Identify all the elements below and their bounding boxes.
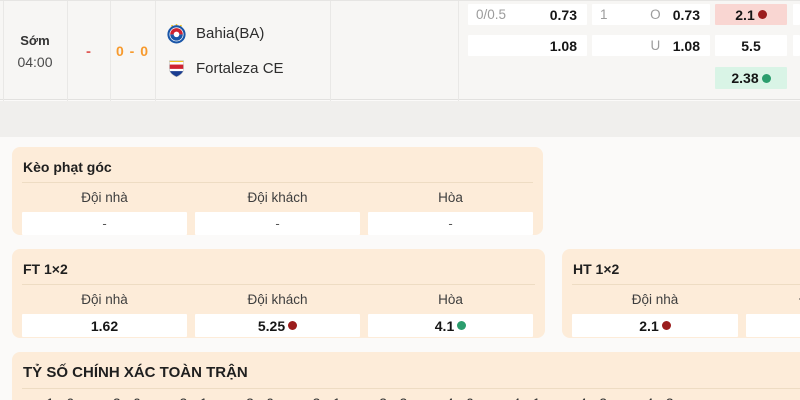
header-home: Đội nhà (81, 292, 128, 307)
under-odds-cell[interactable]: U 1.08 (592, 35, 710, 56)
home-team-logo-icon (166, 23, 187, 44)
over-odds-value: 0.73 (672, 6, 700, 23)
score-option[interactable]: 3 - 0 (227, 395, 294, 400)
panel-title: HT 1×2 (572, 258, 800, 285)
under-label: U (650, 38, 661, 53)
section-divider (0, 101, 800, 137)
panel-title: Kèo phạt góc (22, 156, 533, 183)
corner-home-odds[interactable]: - (22, 212, 187, 235)
odds-value: 2.38 (731, 70, 759, 86)
match-row: Sớm 04:00 - 0 - 0 Bahia(BA) (0, 0, 800, 101)
value-row: 2.1 (572, 314, 800, 337)
match-stage-label: Sớm (20, 32, 50, 48)
red-dot-indicator-icon (757, 10, 767, 19)
ft-home-odds[interactable]: 1.62 (22, 314, 187, 337)
green-dot-indicator-icon (761, 73, 771, 83)
score-option[interactable]: 2 - 0 (94, 395, 161, 400)
column-divider (155, 1, 156, 101)
ft-draw-odds[interactable]: 4.1 (368, 314, 533, 337)
value-row: 1.62 5.25 4.1 (22, 314, 535, 337)
match-time: Sớm 04:00 (3, 1, 67, 101)
header-draw: Hòa (438, 190, 463, 205)
ht-away-odds[interactable] (746, 314, 800, 337)
column-divider (110, 1, 111, 101)
header-row: Đội nhà Đội khách (572, 292, 800, 307)
ft-1x2-panel: FT 1×2 Đội nhà Đội khách Hòa 1.62 5.25 4… (12, 249, 545, 338)
ft-away-odds[interactable]: 5.25 (195, 314, 360, 337)
header-away: Đội khách (247, 190, 308, 205)
odds-cell-clipped[interactable] (793, 4, 800, 25)
column-divider (458, 1, 459, 101)
odds-value: 2.1 (735, 6, 755, 23)
header-draw: Hòa (438, 292, 463, 307)
handicap-odds-value: 1.08 (549, 37, 577, 54)
column-divider (330, 1, 331, 101)
ht-home-odds[interactable]: 2.1 (572, 314, 738, 337)
score-option[interactable]: 4 - 1 (493, 395, 560, 400)
under-odds-value: 1.08 (672, 37, 700, 54)
score-option[interactable]: 4 - 0 (427, 395, 494, 400)
odds-value: 2.1 (639, 317, 659, 334)
home-team-name: Bahia(BA) (196, 25, 265, 42)
away-team-name: Fortaleza CE (196, 60, 284, 77)
away-team-logo-icon (166, 58, 187, 79)
teams-column: Bahia(BA) F (166, 1, 326, 101)
score-option[interactable]: 3 - 1 (293, 395, 360, 400)
header-row: Đội nhà Đội khách Hòa (22, 190, 533, 205)
handicap-odds-value: 0.73 (549, 6, 577, 23)
score-option[interactable]: 3 - 2 (360, 395, 427, 400)
odds-cell-clipped[interactable] (793, 35, 800, 56)
score-option[interactable]: 1 - 0 (27, 395, 94, 400)
corner-odds-panel: Kèo phạt góc Đội nhà Đội khách Hòa - - - (12, 147, 543, 235)
corner-away-odds[interactable]: - (195, 212, 360, 235)
odds-value: 4.1 (434, 317, 455, 334)
header-away: Đội khách (746, 292, 800, 307)
odds-value: 5.25 (257, 317, 286, 334)
column-divider (67, 1, 68, 101)
odds-panels-area: Kèo phạt góc Đội nhà Đội khách Hòa - - -… (0, 137, 800, 400)
header-home: Đội nhà (81, 190, 128, 205)
odds-cell[interactable]: 5.5 (715, 35, 787, 56)
corner-score: - (86, 42, 91, 60)
score-option[interactable]: 4 - 3 (626, 395, 693, 400)
exact-score-panel: TỶ SỐ CHÍNH XÁC TOÀN TRẬN 1 - 0 2 - 0 2 … (12, 352, 800, 400)
red-dot-indicator-icon (661, 321, 671, 330)
odds-value: 1.62 (90, 317, 119, 334)
header-away: Đội khách (247, 292, 308, 307)
header-row: Đội nhà Đội khách Hòa (22, 292, 535, 307)
odds-cell-highlight-up[interactable]: 2.1 (715, 4, 787, 25)
match-score: 0 - 0 (115, 43, 149, 59)
match-time-value: 04:00 (17, 53, 53, 70)
score-option[interactable]: 2 - 1 (160, 395, 227, 400)
over-odds-cell[interactable]: 1 O 0.73 (592, 4, 710, 25)
handicap-odds-cell-row2[interactable]: 1.08 (468, 35, 587, 56)
score-option[interactable]: 4 - 2 (560, 395, 627, 400)
panel-title: FT 1×2 (22, 258, 535, 285)
home-team-row[interactable]: Bahia(BA) (166, 23, 326, 44)
ht-1x2-panel: HT 1×2 Đội nhà Đội khách 2.1 (562, 249, 800, 338)
column-divider (3, 1, 4, 101)
handicap-line: 0/0.5 (476, 7, 507, 22)
over-label: O (650, 7, 661, 22)
handicap-odds-cell-row1[interactable]: 0/0.5 0.73 (468, 4, 587, 25)
score-options-row: 1 - 0 2 - 0 2 - 1 3 - 0 3 - 1 3 - 2 4 - … (22, 395, 800, 400)
header-home: Đội nhà (631, 292, 679, 307)
panel-title: TỶ SỐ CHÍNH XÁC TOÀN TRẬN (22, 361, 800, 389)
away-team-row[interactable]: Fortaleza CE (166, 58, 326, 79)
value-row: - - - (22, 212, 533, 235)
red-dot-indicator-icon (288, 321, 298, 330)
green-dot-indicator-icon (457, 321, 467, 330)
corner-draw-odds[interactable]: - (368, 212, 533, 235)
odds-cell-highlight-down[interactable]: 2.38 (715, 67, 787, 89)
goal-line: 1 (600, 7, 608, 22)
odds-value: 5.5 (741, 37, 761, 54)
